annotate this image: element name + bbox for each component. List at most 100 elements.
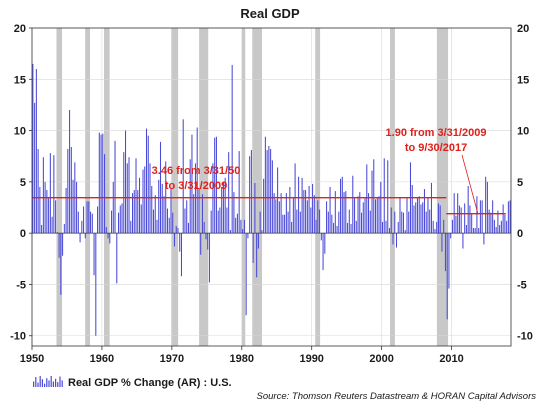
x-tick-label: 2010 bbox=[439, 353, 463, 365]
gdp-bar bbox=[72, 179, 74, 234]
gdp-bar bbox=[467, 185, 469, 234]
legend-swatch bbox=[33, 376, 63, 387]
recession-shading bbox=[56, 28, 449, 346]
gdp-bar bbox=[116, 233, 118, 284]
gdp-bar bbox=[63, 223, 65, 234]
gdp-bar bbox=[395, 233, 398, 248]
gdp-bar bbox=[324, 233, 326, 254]
annotation-2-leader bbox=[461, 154, 479, 215]
gdp-bar bbox=[55, 200, 57, 234]
y-tick-label-left: -5 bbox=[16, 279, 26, 291]
gdp-bar bbox=[429, 209, 431, 234]
gdp-bar bbox=[203, 221, 205, 234]
legend-swatch-bar bbox=[61, 380, 63, 387]
gdp-bar bbox=[198, 188, 200, 234]
gdp-bar bbox=[464, 203, 466, 234]
gdp-bar bbox=[62, 233, 64, 256]
gdp-bar bbox=[308, 185, 310, 234]
gdp-bar bbox=[67, 149, 69, 234]
recession-band-3 bbox=[104, 28, 110, 346]
legend-swatch-bar bbox=[46, 378, 48, 387]
gdp-bar bbox=[37, 149, 39, 234]
gdp-bar bbox=[98, 132, 100, 234]
gdp-bar bbox=[53, 155, 55, 234]
gdp-bar bbox=[179, 233, 181, 252]
gdp-bar bbox=[133, 190, 135, 234]
gdp-bar bbox=[135, 158, 137, 234]
gdp-bar bbox=[418, 196, 420, 234]
gdp-bar bbox=[416, 197, 418, 234]
gdp-bar bbox=[58, 233, 60, 258]
gdp-bar bbox=[381, 221, 384, 234]
gdp-bar bbox=[207, 233, 209, 250]
gdp-bar bbox=[56, 232, 58, 234]
gdp-bar bbox=[100, 134, 102, 234]
legend-swatch-bar bbox=[57, 382, 59, 387]
gdp-bar bbox=[306, 200, 308, 234]
legend-swatch-bar bbox=[50, 376, 52, 387]
gdp-bar bbox=[282, 214, 284, 234]
y-tick-label-right: 15 bbox=[517, 74, 529, 86]
gdp-bar bbox=[247, 233, 249, 239]
gdp-bar bbox=[432, 220, 434, 234]
gdp-bar bbox=[144, 166, 146, 234]
gdp-bar bbox=[107, 233, 109, 239]
annotation-2: 1.90 from 3/31/2009 to 9/30/2017 bbox=[386, 127, 486, 215]
gdp-bar bbox=[497, 210, 499, 234]
gdp-bar bbox=[277, 167, 279, 234]
gdp-bar bbox=[444, 233, 446, 272]
gdp-bar bbox=[186, 200, 188, 234]
gdp-bar bbox=[479, 200, 481, 234]
gdp-bar bbox=[488, 209, 490, 234]
x-tick-label: 1990 bbox=[299, 353, 323, 365]
gdp-bar bbox=[214, 137, 216, 234]
y-tick-label-left: 0 bbox=[20, 228, 26, 240]
gdp-bar bbox=[184, 208, 186, 234]
gdp-bar bbox=[76, 181, 78, 234]
gdp-bar bbox=[154, 195, 156, 234]
gdp-bar bbox=[257, 233, 259, 249]
gdp-bar bbox=[114, 140, 116, 234]
gdp-bar bbox=[196, 127, 198, 234]
gdp-bar bbox=[430, 182, 432, 234]
gdp-bar bbox=[131, 193, 134, 234]
gdp-bar bbox=[44, 181, 46, 234]
gdp-bar bbox=[338, 211, 340, 234]
gdp-bar bbox=[104, 154, 106, 234]
gdp-bar bbox=[310, 207, 312, 234]
gdp-bar bbox=[287, 211, 289, 234]
gdp-bar bbox=[105, 227, 107, 234]
gdp-bar bbox=[125, 130, 127, 234]
gdp-bar bbox=[228, 152, 230, 234]
gdp-bar bbox=[509, 200, 511, 234]
gdp-bar bbox=[65, 188, 67, 234]
gdp-bar bbox=[336, 225, 338, 234]
gdp-bar bbox=[493, 219, 495, 234]
recession-band-5 bbox=[199, 28, 209, 346]
gdp-bar bbox=[340, 178, 342, 234]
gdp-bar bbox=[478, 228, 480, 234]
gdp-bar bbox=[252, 233, 254, 263]
gdp-bar bbox=[458, 205, 460, 234]
gdp-bar bbox=[60, 233, 62, 295]
legend-swatch-bar bbox=[37, 382, 39, 387]
gdp-bar bbox=[406, 197, 408, 234]
gdp-bar bbox=[443, 219, 445, 234]
gdp-bar bbox=[285, 193, 287, 234]
reference-lines bbox=[32, 197, 506, 215]
gdp-bar bbox=[191, 134, 193, 234]
gdp-bar bbox=[161, 183, 163, 234]
gdp-bar bbox=[450, 233, 452, 239]
gdp-bar bbox=[200, 233, 202, 255]
gdp-bar bbox=[359, 192, 361, 234]
gdp-bar bbox=[95, 233, 97, 336]
gdp-bar bbox=[402, 212, 405, 234]
gdp-bar bbox=[280, 193, 282, 234]
gdp-bar bbox=[187, 222, 189, 234]
gdp-bar bbox=[348, 209, 350, 234]
gdp-bar bbox=[49, 153, 51, 234]
recession-band-9 bbox=[390, 28, 395, 346]
gdp-bar bbox=[291, 221, 293, 234]
gdp-bar bbox=[439, 205, 441, 234]
